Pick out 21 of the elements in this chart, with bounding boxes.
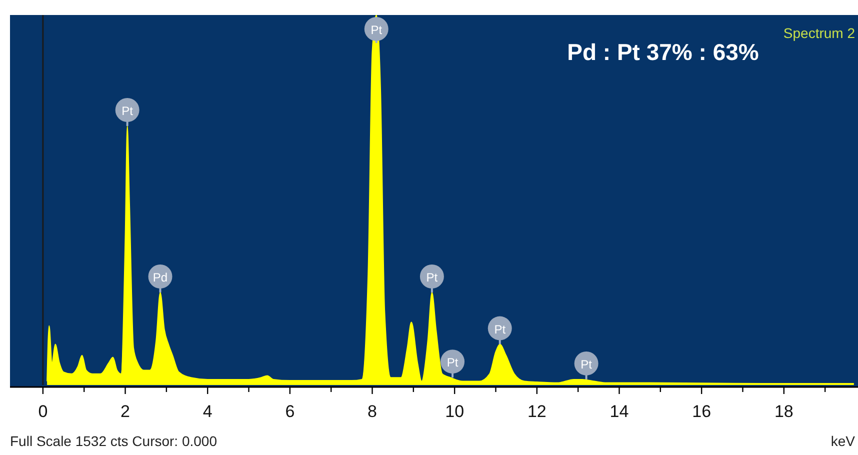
x-tick-label: 16 bbox=[692, 402, 712, 421]
annotation: Pd bbox=[152, 270, 168, 284]
x-tick-label: 6 bbox=[285, 402, 295, 421]
x-tick-label: 8 bbox=[368, 402, 377, 421]
x-tick-label: 4 bbox=[202, 402, 212, 421]
x-tick-label: 12 bbox=[527, 402, 546, 421]
x-axis-title: keV bbox=[830, 433, 856, 449]
annotation: Pt bbox=[426, 270, 438, 284]
annotation: Pt bbox=[580, 357, 593, 372]
annotation: Pt bbox=[446, 356, 459, 370]
text: Full Scale 1532 cts Cursor: 0.000 bbox=[10, 433, 218, 449]
x-tick-label: 0 bbox=[38, 402, 48, 421]
x-tick-label: 18 bbox=[774, 402, 794, 421]
annotation: Pt bbox=[122, 104, 134, 118]
annotation: Spectrum 2 bbox=[783, 25, 856, 41]
annotation: Pt bbox=[370, 23, 383, 37]
annotation: Pt bbox=[494, 322, 506, 336]
x-tick-label: 10 bbox=[445, 402, 464, 421]
x-tick-label: 2 bbox=[120, 402, 130, 421]
x-tick-label: 14 bbox=[610, 402, 629, 421]
annotation: Pd : Pt 37% : 63% bbox=[567, 39, 759, 65]
